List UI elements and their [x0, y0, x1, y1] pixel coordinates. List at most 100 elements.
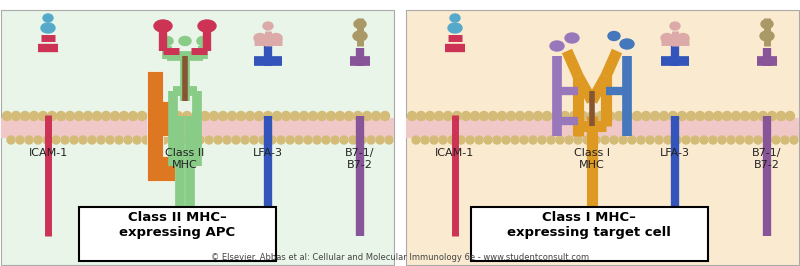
- Circle shape: [489, 111, 498, 120]
- Circle shape: [381, 111, 390, 120]
- Circle shape: [57, 111, 66, 120]
- Circle shape: [151, 136, 159, 144]
- Circle shape: [623, 111, 633, 120]
- Circle shape: [493, 136, 501, 144]
- Circle shape: [309, 111, 318, 120]
- Circle shape: [741, 111, 750, 120]
- Circle shape: [83, 111, 93, 120]
- Circle shape: [430, 136, 438, 144]
- Circle shape: [318, 111, 326, 120]
- Circle shape: [628, 136, 636, 144]
- Circle shape: [282, 111, 290, 120]
- Circle shape: [34, 136, 42, 144]
- Circle shape: [16, 136, 24, 144]
- Circle shape: [61, 136, 69, 144]
- Circle shape: [133, 136, 141, 144]
- Circle shape: [146, 111, 155, 120]
- Circle shape: [709, 136, 717, 144]
- Ellipse shape: [670, 22, 680, 30]
- Circle shape: [191, 111, 201, 120]
- Circle shape: [498, 111, 506, 120]
- Circle shape: [11, 111, 21, 120]
- Ellipse shape: [550, 41, 564, 51]
- Circle shape: [691, 136, 699, 144]
- Circle shape: [745, 136, 753, 144]
- Circle shape: [263, 111, 273, 120]
- Circle shape: [385, 136, 393, 144]
- Circle shape: [227, 111, 237, 120]
- Circle shape: [358, 136, 366, 144]
- Circle shape: [160, 136, 168, 144]
- Circle shape: [565, 136, 573, 144]
- Circle shape: [659, 111, 669, 120]
- Circle shape: [88, 136, 96, 144]
- Circle shape: [556, 136, 564, 144]
- Bar: [406, 10, 799, 265]
- Circle shape: [642, 111, 650, 120]
- Text: LFA-3: LFA-3: [660, 148, 690, 158]
- Circle shape: [182, 111, 191, 120]
- Circle shape: [273, 111, 282, 120]
- Circle shape: [407, 111, 417, 120]
- Circle shape: [47, 111, 57, 120]
- Circle shape: [187, 136, 195, 144]
- Ellipse shape: [354, 19, 366, 28]
- Circle shape: [470, 111, 479, 120]
- Circle shape: [119, 111, 129, 120]
- Circle shape: [457, 136, 465, 144]
- Circle shape: [767, 111, 777, 120]
- Circle shape: [155, 111, 165, 120]
- Circle shape: [637, 136, 645, 144]
- Circle shape: [772, 136, 780, 144]
- Circle shape: [515, 111, 525, 120]
- Text: Class I MHC–
expressing target cell: Class I MHC– expressing target cell: [507, 211, 671, 239]
- Ellipse shape: [565, 33, 579, 43]
- Circle shape: [2, 111, 11, 120]
- Circle shape: [421, 136, 429, 144]
- Circle shape: [74, 111, 83, 120]
- Circle shape: [682, 136, 690, 144]
- Text: Class II MHC–
expressing APC: Class II MHC– expressing APC: [119, 211, 235, 239]
- Circle shape: [290, 111, 299, 120]
- Circle shape: [646, 136, 654, 144]
- Polygon shape: [147, 71, 175, 181]
- Circle shape: [335, 111, 345, 120]
- Circle shape: [214, 136, 222, 144]
- Circle shape: [201, 111, 210, 120]
- Circle shape: [196, 136, 204, 144]
- Circle shape: [786, 111, 794, 120]
- Circle shape: [587, 111, 597, 120]
- FancyBboxPatch shape: [471, 207, 708, 261]
- Circle shape: [551, 111, 561, 120]
- Circle shape: [790, 136, 798, 144]
- Circle shape: [313, 136, 321, 144]
- Circle shape: [529, 136, 537, 144]
- Circle shape: [371, 111, 381, 120]
- Circle shape: [426, 111, 434, 120]
- Circle shape: [52, 136, 60, 144]
- Ellipse shape: [677, 34, 689, 43]
- Circle shape: [479, 111, 489, 120]
- Circle shape: [714, 111, 722, 120]
- Ellipse shape: [198, 20, 216, 32]
- Circle shape: [30, 111, 38, 120]
- Circle shape: [70, 136, 78, 144]
- Circle shape: [25, 136, 33, 144]
- Ellipse shape: [263, 22, 273, 30]
- Circle shape: [781, 136, 789, 144]
- Circle shape: [547, 136, 555, 144]
- Circle shape: [286, 136, 294, 144]
- Circle shape: [178, 136, 186, 144]
- Circle shape: [412, 136, 420, 144]
- Ellipse shape: [43, 14, 53, 22]
- Circle shape: [124, 136, 132, 144]
- Circle shape: [570, 111, 578, 120]
- Circle shape: [448, 136, 456, 144]
- Circle shape: [439, 136, 447, 144]
- Circle shape: [66, 111, 74, 120]
- Circle shape: [601, 136, 609, 144]
- Circle shape: [115, 136, 123, 144]
- Circle shape: [246, 111, 254, 120]
- Circle shape: [610, 136, 618, 144]
- Text: B7-1/
B7-2: B7-1/ B7-2: [346, 148, 374, 170]
